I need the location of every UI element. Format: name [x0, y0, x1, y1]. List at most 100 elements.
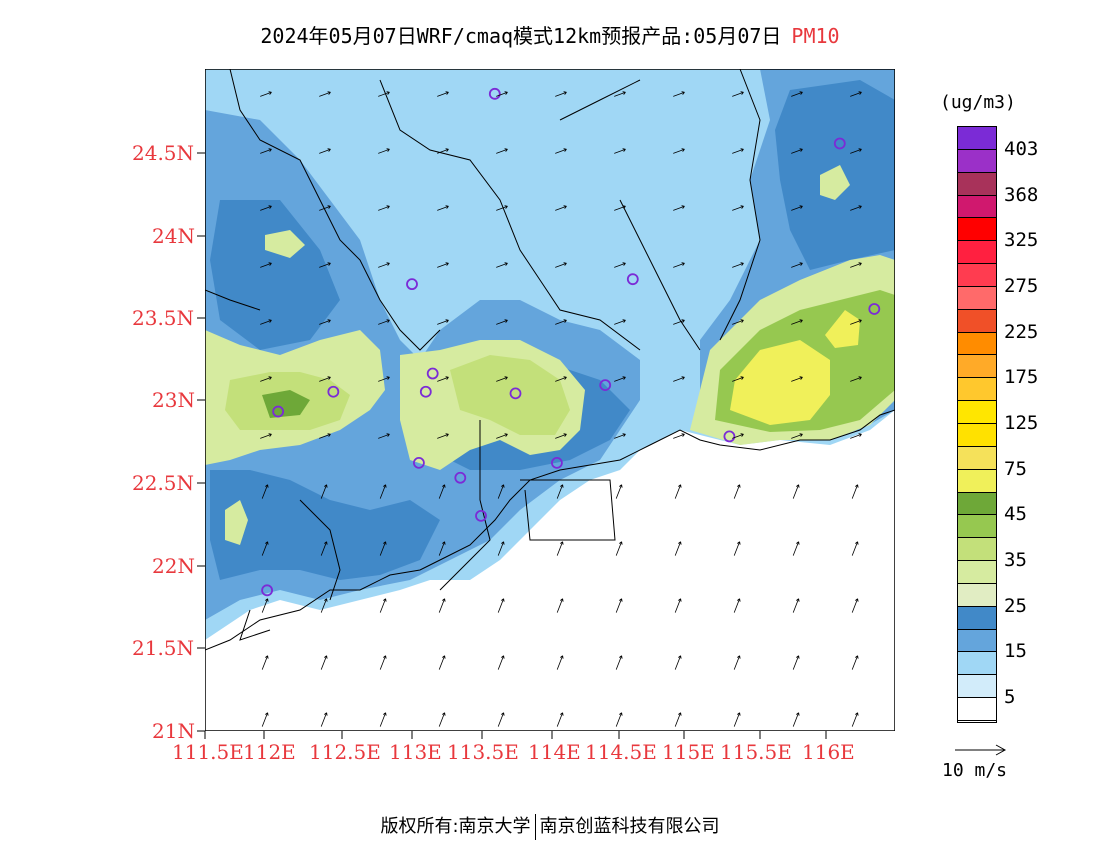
- station-marker: [426, 367, 439, 380]
- colorbar-segment: [958, 241, 996, 265]
- station-marker: [599, 379, 612, 392]
- wind-vector: [260, 91, 272, 97]
- x-tick-label: 116E: [802, 740, 855, 764]
- map-title: 2024年05月07日WRF/cmaq模式12km预报产品:05月07日 PM10: [0, 20, 1100, 49]
- wind-vector: [319, 319, 331, 325]
- colorbar-segment: [958, 469, 996, 493]
- wind-vector: [261, 712, 269, 727]
- x-tick-label: 114.5E: [585, 740, 657, 764]
- station-marker: [406, 278, 418, 291]
- wind-vector: [497, 712, 505, 727]
- wind-vector: [851, 598, 859, 613]
- colorbar-segment: [958, 355, 996, 379]
- colorbar-label: 125: [1004, 412, 1039, 434]
- wind-vector: [732, 205, 744, 211]
- wind-vectors: [260, 91, 862, 727]
- field-dark-blue-west: [210, 200, 340, 350]
- station-marker: [327, 385, 340, 398]
- wind-vector: [379, 484, 387, 499]
- colorbar-label: 25: [1004, 594, 1027, 617]
- colorbar-label: 75: [1004, 457, 1027, 480]
- wind-vector: [438, 655, 446, 670]
- wind-vector: [674, 712, 682, 727]
- wind-vector: [496, 205, 508, 211]
- wind-vector: [379, 598, 387, 613]
- wind-vector: [732, 262, 744, 268]
- station-markers: [261, 87, 881, 597]
- station-marker: [551, 456, 563, 469]
- wind-vector: [673, 205, 685, 211]
- wind-vector: [791, 319, 803, 325]
- wind-vector: [792, 484, 800, 499]
- x-tick-label: 113.5E: [447, 740, 519, 764]
- wind-vector: [674, 541, 682, 556]
- wind-vector: [497, 484, 505, 499]
- wind-vector: [615, 541, 623, 556]
- station-marker: [488, 87, 501, 100]
- wind-vector: [378, 91, 390, 97]
- y-tick-label: 22N: [152, 554, 195, 578]
- x-tick-label: 112E: [243, 740, 296, 764]
- wind-vector: [261, 484, 269, 499]
- colorbar-segment: [958, 264, 996, 287]
- wind-vector: [556, 598, 564, 613]
- wind-vector: [555, 376, 567, 382]
- wind-vector: [319, 433, 331, 439]
- station-marker: [412, 456, 425, 469]
- wind-vector: [732, 319, 744, 325]
- colorbar-segment: [958, 127, 996, 150]
- wind-vector: [320, 541, 328, 556]
- station-marker: [626, 273, 639, 286]
- wind-vector: [438, 598, 446, 613]
- colorbar-segment: [958, 378, 996, 402]
- wind-vector: [261, 598, 269, 613]
- wind-vector: [496, 262, 508, 268]
- colorbar-label: 35: [1004, 549, 1027, 572]
- colorbar-label: 275: [1004, 274, 1039, 297]
- x-tick-label: 112.5E: [309, 740, 381, 764]
- wind-vector: [496, 148, 508, 154]
- wind-vector: [437, 262, 449, 268]
- wind-vector: [673, 91, 685, 97]
- station-marker: [475, 509, 487, 522]
- wind-vector: [378, 205, 390, 211]
- wind-vector: [555, 91, 567, 97]
- y-tick-label: 23N: [152, 388, 195, 412]
- colorbar: [957, 126, 997, 723]
- colorbar-segment: [958, 423, 996, 447]
- wind-vector: [379, 655, 387, 670]
- wind-vector: [260, 319, 272, 325]
- wind-vector: [850, 433, 862, 439]
- wind-vector: [614, 205, 626, 211]
- colorbar-label: 45: [1004, 503, 1027, 526]
- boundaries: [205, 69, 895, 651]
- wind-vector: [851, 655, 859, 670]
- station-marker: [723, 430, 736, 443]
- wind-vector: [615, 598, 623, 613]
- wind-vector: [496, 433, 508, 439]
- wind-vector: [792, 541, 800, 556]
- wind-vector: [556, 712, 564, 727]
- footer-right: 南京创蓝科技有限公司: [539, 816, 720, 837]
- wind-vector: [791, 376, 803, 382]
- y-tick-label: 24N: [152, 224, 195, 248]
- colorbar-segment: [958, 538, 996, 562]
- wind-vector: [379, 541, 387, 556]
- wind-vector: [850, 262, 862, 268]
- field-pale-green-north: [820, 165, 850, 200]
- wind-vector: [437, 376, 449, 382]
- colorbar-segment: [958, 309, 996, 333]
- wind-vector: [438, 484, 446, 499]
- colorbar-label: 368: [1004, 183, 1039, 206]
- wind-vector: [850, 319, 862, 325]
- wind-vector: [850, 148, 862, 154]
- title-main: 2024年05月07日WRF/cmaq模式12km预报产品:05月07日: [260, 24, 782, 48]
- wind-vector: [791, 205, 803, 211]
- wind-vector: [320, 484, 328, 499]
- colorbar-segment: [958, 286, 996, 310]
- colorbar-label: 175: [1004, 366, 1039, 389]
- wind-vector: [614, 262, 626, 268]
- wind-vector: [615, 655, 623, 670]
- colorbar-segment: [958, 446, 996, 470]
- wind-vector: [791, 433, 803, 439]
